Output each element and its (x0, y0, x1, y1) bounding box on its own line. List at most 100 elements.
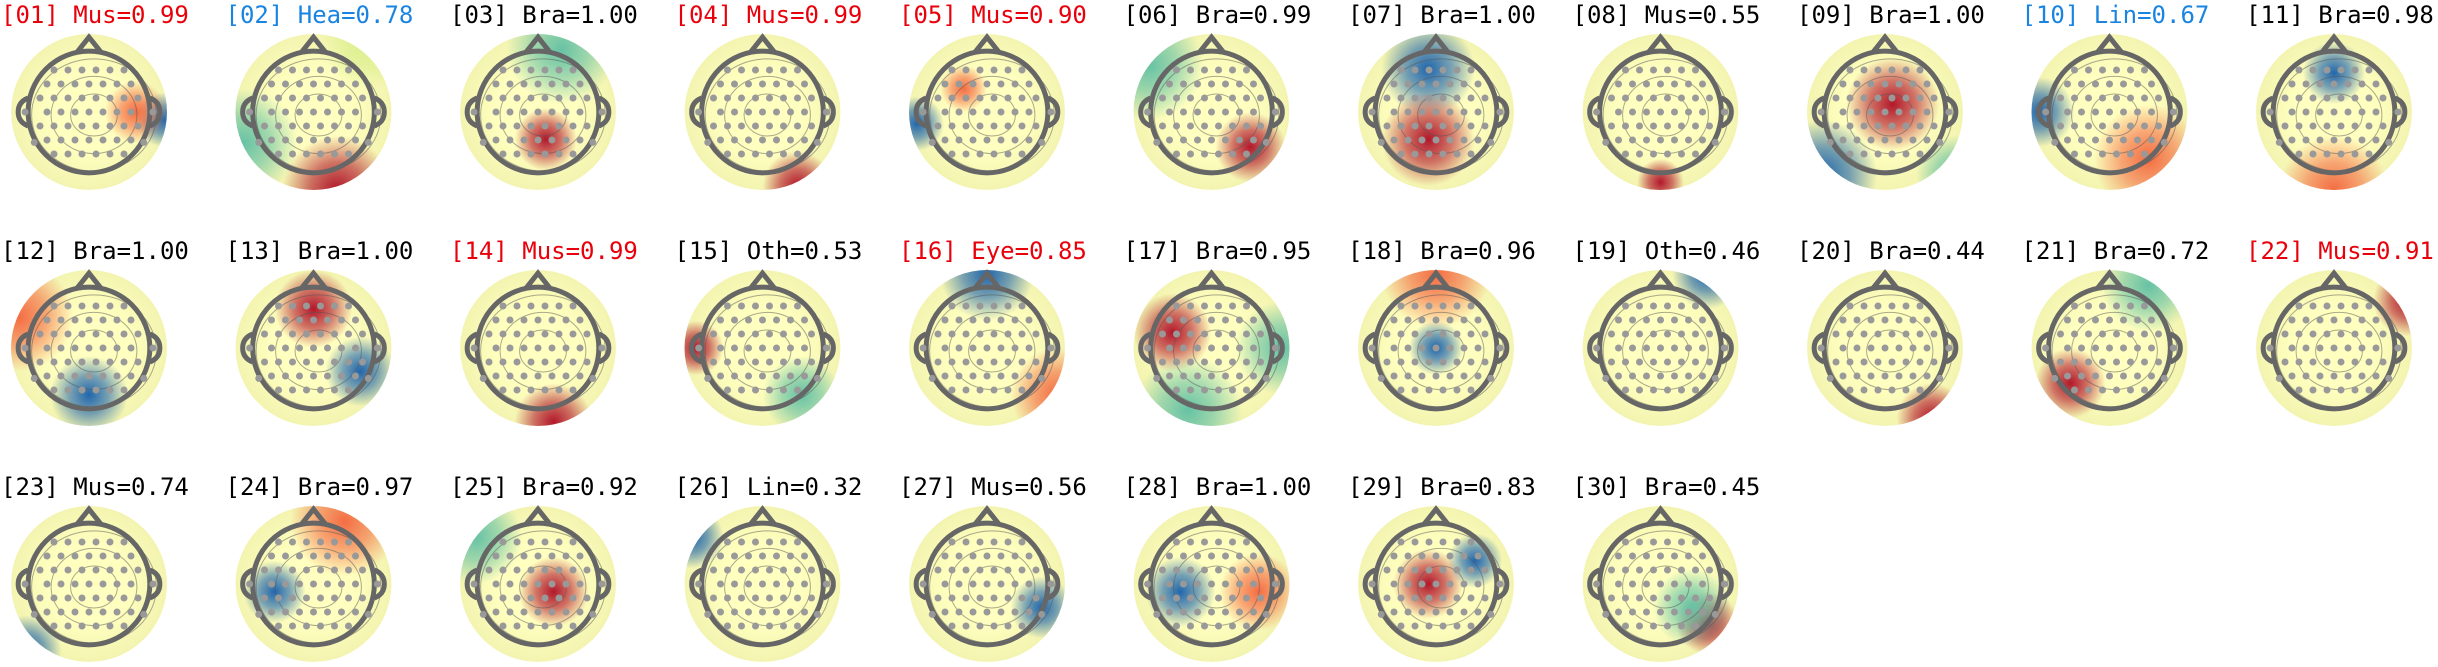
sensor (1895, 316, 1903, 324)
nose (973, 505, 1001, 526)
sensor (1236, 108, 1243, 116)
sensor (1902, 150, 1910, 158)
sensor (562, 608, 570, 616)
sensor (941, 316, 949, 324)
sensor (1173, 594, 1180, 602)
sensor (2302, 108, 2310, 116)
sensor (1390, 580, 1398, 588)
sensor (78, 386, 86, 394)
sensor (499, 622, 507, 630)
sensor (1615, 316, 1622, 324)
sensor (1474, 372, 1482, 380)
sensor (2141, 150, 2148, 158)
sensor (289, 358, 296, 366)
component: [14] Mus=0.99 (450, 237, 638, 426)
sensor (1377, 138, 1385, 146)
ear (2169, 95, 2183, 129)
sensor (1895, 344, 1903, 352)
ear (464, 567, 479, 601)
sensor (127, 316, 135, 324)
sensor (120, 622, 128, 630)
sensor (766, 538, 773, 546)
sensor (120, 358, 128, 366)
sensor (1411, 358, 1419, 366)
sensor (1166, 372, 1173, 380)
sensor (2127, 66, 2134, 74)
sensor (43, 316, 51, 324)
sensor (724, 386, 731, 394)
sensor (1432, 80, 1440, 88)
sensor (759, 344, 766, 352)
sensor (976, 594, 984, 602)
sensor (766, 386, 773, 394)
sensor (1187, 386, 1194, 394)
sensor (962, 538, 970, 546)
sensor (1257, 566, 1264, 574)
sensor (1650, 122, 1657, 130)
sensor (1159, 94, 1166, 102)
component-label: [07] Bra=1.00 (1348, 1, 1536, 29)
sensor (331, 330, 338, 338)
sensor (1496, 344, 1504, 352)
ear (1046, 331, 1061, 365)
sensor (794, 594, 801, 602)
sensor (1846, 386, 1854, 394)
sensor (282, 108, 289, 116)
sensor (2323, 66, 2331, 74)
sensor (2337, 330, 2345, 338)
sensor (2379, 122, 2387, 130)
sensor (724, 566, 731, 574)
sensor (2309, 330, 2317, 338)
sensor (92, 622, 100, 630)
sensor (1678, 358, 1685, 366)
ear (1495, 567, 1510, 601)
sensor (120, 566, 128, 574)
sensor (479, 610, 487, 618)
sensor (2281, 122, 2289, 130)
sensor (127, 580, 135, 588)
sensor (1860, 302, 1868, 310)
sensor (1425, 566, 1433, 574)
sensor (1025, 136, 1033, 144)
sensor (794, 150, 801, 158)
sensor (1692, 358, 1699, 366)
component-label: [20] Bra=0.44 (1797, 237, 1985, 265)
sensor (1432, 552, 1440, 560)
sensor (717, 552, 724, 560)
sensor (717, 580, 724, 588)
sensor (1671, 316, 1678, 324)
ear (240, 95, 254, 129)
sensor (1846, 66, 1854, 74)
sensor (1404, 552, 1412, 560)
sensor (1411, 566, 1419, 574)
sensor (1699, 372, 1706, 380)
sensor (2064, 344, 2071, 352)
sensor (499, 150, 507, 158)
sensor (1418, 552, 1426, 560)
sensor (1011, 80, 1019, 88)
sensor (1446, 344, 1454, 352)
sensor (589, 610, 597, 618)
sensor (983, 608, 991, 616)
sensor (1629, 552, 1636, 560)
sensor (310, 344, 317, 352)
sensor (2316, 344, 2324, 352)
sensor (275, 330, 282, 338)
sensor (1622, 386, 1629, 394)
component-label: [10] Lin=0.67 (2022, 1, 2210, 29)
sensor (1481, 330, 1489, 338)
sensor (310, 552, 317, 560)
sensor (1453, 66, 1461, 74)
sensor (1706, 330, 1713, 338)
sensor (331, 622, 338, 630)
sensor (2064, 108, 2071, 116)
sensor (513, 386, 521, 394)
sensor (934, 94, 942, 102)
sensor (92, 538, 100, 546)
nose (299, 33, 328, 54)
sensor (1173, 302, 1180, 310)
sensor (43, 608, 51, 616)
sensor (1888, 330, 1896, 338)
sensor (71, 552, 79, 560)
sensor (2092, 80, 2099, 88)
